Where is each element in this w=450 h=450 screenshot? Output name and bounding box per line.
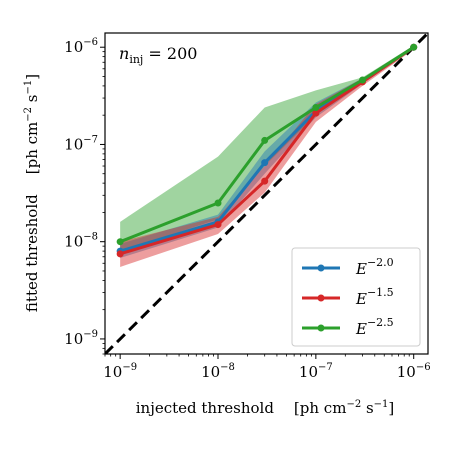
legend-label-2: E−2.5	[355, 316, 394, 338]
band-series-1	[120, 45, 414, 267]
y-axis-label: fitted threshold [ph cm−2 s−1]	[23, 74, 41, 312]
band-series-0	[120, 45, 414, 258]
series-1-point-1	[214, 221, 222, 229]
series-2-point-4	[359, 76, 367, 84]
annotation-text: = 200	[143, 44, 197, 63]
x-axis-label-main: injected threshold	[136, 399, 275, 417]
y-tick-label: 10−9	[64, 329, 98, 348]
x-tick-label: 10−9	[103, 362, 137, 381]
y-axis-unit-exp2: −1	[23, 80, 34, 95]
x-axis-unit-exp2: −1	[374, 399, 389, 410]
y-tick-label: 10−6	[64, 37, 98, 56]
annotation-n-inj: ninj = 200	[119, 44, 197, 66]
y-axis-unit-exp: −2	[23, 107, 34, 122]
series-2-point-3	[312, 103, 320, 111]
x-tick-label: 10−7	[299, 362, 333, 381]
series-1-point-2	[261, 177, 269, 185]
series-1-point-0	[116, 250, 124, 258]
x-axis-unit-suffix: ]	[388, 399, 394, 417]
series-2-point-5	[410, 43, 418, 51]
x-tick-label: 10−8	[201, 362, 235, 381]
x-axis-unit-exp: −2	[346, 399, 361, 410]
legend-label-0: E−2.0	[355, 256, 394, 278]
legend-marker-2	[317, 324, 325, 332]
legend-marker-1	[317, 294, 325, 302]
plot-frame	[104, 32, 429, 355]
series-2-point-1	[214, 199, 222, 207]
series-0-point-2	[261, 159, 269, 167]
series-2-point-2	[261, 136, 269, 144]
y-axis-unit-prefix: [ph cm	[23, 122, 41, 175]
y-tick-label: 10−7	[64, 134, 98, 153]
y-tick-label: 10−8	[64, 232, 98, 251]
y-axis-unit-suffix: ]	[23, 74, 41, 80]
legend-label-1: E−1.5	[355, 286, 394, 308]
x-axis-unit-prefix: [ph cm	[294, 399, 347, 417]
series-lines	[116, 43, 418, 258]
x-axis-unit-mid: s	[361, 399, 373, 417]
annotation-symbol: n	[119, 44, 129, 63]
series-2-point-0	[116, 238, 124, 246]
legend-marker-0	[317, 264, 325, 272]
y-axis-label-main: fitted threshold	[23, 194, 41, 312]
annotation-subscript: inj	[129, 53, 143, 66]
series-line-2	[119, 45, 415, 244]
axes-box	[104, 32, 429, 355]
y-axis-unit-mid: s	[23, 95, 41, 107]
x-tick-label: 10−6	[397, 362, 431, 381]
axis-ticks: 10−9 10−8 10−7 10−6 10−9 10−8 10−7 10−6	[64, 37, 430, 381]
reference-line-group	[105, 33, 428, 354]
legend-box	[291, 247, 421, 347]
x-axis-label: injected threshold [ph cm−2 s−1]	[136, 399, 395, 417]
series-1-point-3	[312, 109, 320, 117]
reference-line	[105, 33, 428, 354]
legend: E−2.0 E−1.5 E−2.5	[291, 247, 421, 347]
